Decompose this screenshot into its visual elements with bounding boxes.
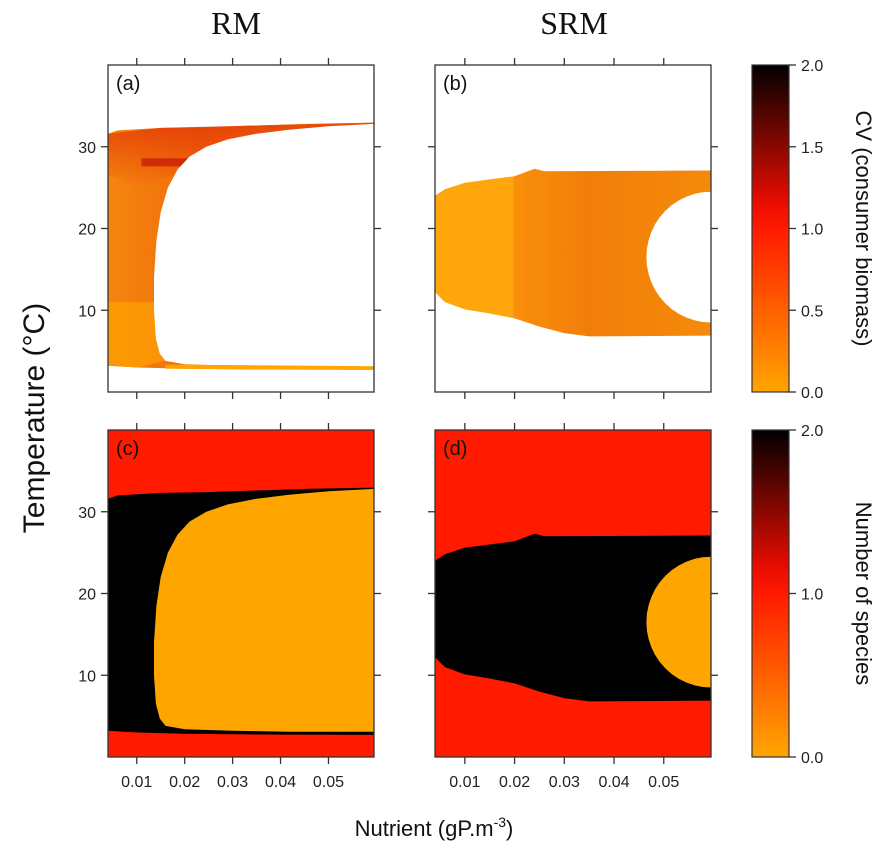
colorbar-species-tick-label-2: 2.0 <box>801 423 823 440</box>
panel-a-rm-cv: 10 20 30 (a) <box>78 58 381 399</box>
panel-c-xtick-label-1: 0.02 <box>169 774 200 791</box>
panel-d-heatmap <box>435 430 711 757</box>
panel-c-xtick-label-0: 0.01 <box>121 774 152 791</box>
panel-d-xtick-label-4: 0.05 <box>648 774 679 791</box>
panel-a-ytick-label-0: 10 <box>78 303 96 320</box>
column-title-srm: SRM <box>540 5 608 41</box>
panel-c-rm-species: 10 20 30 0.01 0.02 0.03 0.04 0.05 (c) <box>78 423 381 791</box>
colorbar-cv-title: CV (consumer biomass) <box>851 111 876 347</box>
panel-a-bottom-band <box>165 364 374 370</box>
panel-a-ytick-label-2: 30 <box>78 140 96 157</box>
panel-c-label: (c) <box>116 438 139 460</box>
y-axis-title: Temperature (°C) <box>18 303 51 533</box>
panel-d-xtick-label-2: 0.03 <box>549 774 580 791</box>
panel-c-heatmap <box>108 430 374 757</box>
panel-c-xtick-label-4: 0.05 <box>313 774 344 791</box>
panel-b-coexistence-region <box>435 168 711 337</box>
colorbar-cv-tick-label-4: 2.0 <box>801 58 823 75</box>
panel-c-xtick-label-2: 0.03 <box>217 774 248 791</box>
panel-d-xtick-label-0: 0.01 <box>449 774 480 791</box>
panel-d-inner-region <box>646 556 711 688</box>
colorbar-cv-tick-label-0: 0.0 <box>801 385 823 402</box>
colorbar-species-tick-label-1: 1.0 <box>801 587 823 604</box>
panel-b-label: (b) <box>443 73 467 95</box>
panel-a-label: (a) <box>116 73 140 95</box>
column-title-rm: RM <box>211 5 261 41</box>
panel-d-srm-species: 0.01 0.02 0.03 0.04 0.05 (d) <box>428 423 718 791</box>
colorbar-cv-tick-label-2: 1.0 <box>801 222 823 239</box>
panel-c-zero-oscillation-region <box>154 488 374 732</box>
panel-d-xtick-label-3: 0.04 <box>598 774 629 791</box>
panel-a-no-oscillation-region <box>154 123 374 367</box>
colorbar-species-title: Number of species <box>851 502 876 685</box>
panel-d-xtick-label-1: 0.02 <box>499 774 530 791</box>
panel-b-heatmap <box>435 168 711 337</box>
x-axis-title-main: Nutrient (gP.m <box>355 816 494 841</box>
colorbar-cv-tick-label-1: 0.5 <box>801 303 823 320</box>
colorbar-species: 0.0 1.0 2.0 Number of species <box>751 423 876 767</box>
panel-d-label: (d) <box>443 438 467 460</box>
colorbar-cv-tick-label-3: 1.5 <box>801 140 823 157</box>
colorbar-cv: 0.0 0.5 1.0 1.5 2.0 CV (consumer biomass) <box>751 58 876 402</box>
panel-d-two-species-region <box>435 533 711 702</box>
panel-c-ytick-label-1: 20 <box>78 587 96 604</box>
panel-b-no-oscillation-region <box>646 191 711 323</box>
panel-c-xtick-label-3: 0.04 <box>265 774 296 791</box>
colorbar-cv-bar <box>751 64 790 393</box>
panel-a-heatmap <box>108 122 374 370</box>
panel-a-ytick-label-1: 20 <box>78 222 96 239</box>
panel-c-ytick-label-0: 10 <box>78 668 96 685</box>
panel-c-ytick-label-2: 30 <box>78 505 96 522</box>
x-axis-title-suffix: ) <box>506 816 513 841</box>
colorbar-species-bar <box>751 429 790 758</box>
x-axis-title: Nutrient (gP.m-3) <box>355 814 514 841</box>
x-axis-title-superscript: -3 <box>494 814 507 830</box>
colorbar-species-tick-label-0: 0.0 <box>801 750 823 767</box>
panel-b-srm-cv: (b) <box>428 58 718 399</box>
panel-a-low-cv-region <box>108 302 166 368</box>
